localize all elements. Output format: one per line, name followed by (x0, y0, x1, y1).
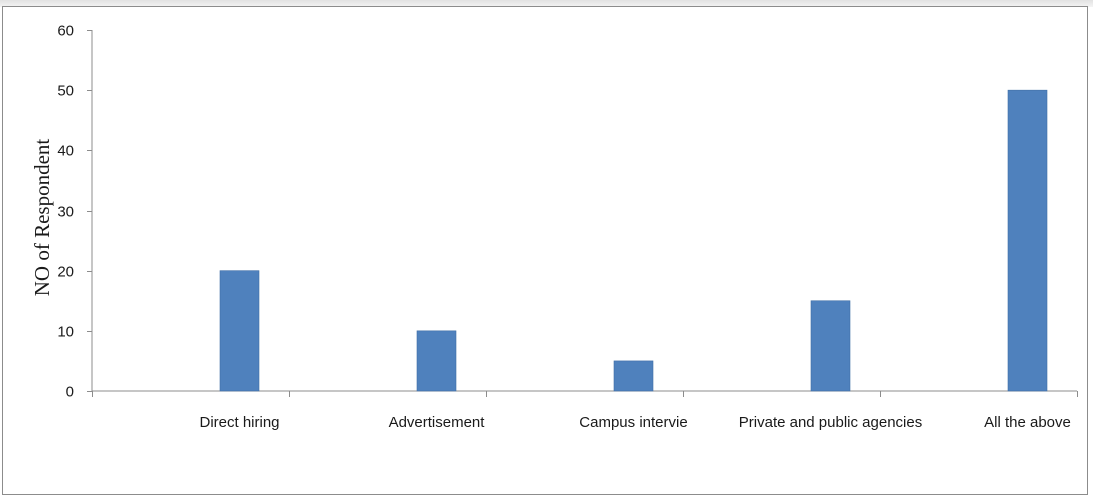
x-tick-label: All the above (984, 414, 1071, 431)
bar-campus-interview (613, 360, 654, 392)
bar-private-and-public-agencies (810, 300, 851, 392)
y-tick-label: 40 (57, 143, 74, 160)
y-tick-label: 10 (57, 324, 74, 341)
bar-advertisement (416, 330, 457, 392)
x-tick-label: Direct hiring (199, 414, 279, 431)
y-tick-label: 20 (57, 264, 74, 281)
bars (219, 89, 1048, 392)
y-tick-label: 0 (66, 384, 74, 401)
x-axis-labels: Direct hiring Advertisement Campus intervi… (199, 414, 1070, 431)
x-tick-label: Advertisement (389, 414, 486, 431)
y-tick-label: 60 (57, 23, 74, 40)
bar-all-the-above (1007, 89, 1048, 392)
y-axis-title: NO of Respondent (30, 139, 54, 297)
y-tick-label: 30 (57, 204, 74, 221)
x-tick-label: Campus intervie (579, 414, 687, 431)
y-axis-ticks: 0 10 20 30 40 50 60 (57, 23, 1078, 401)
chart-frame (2, 6, 1088, 495)
y-tick-label: 50 (57, 83, 74, 100)
x-tick-label: Private and public agencies (739, 414, 922, 431)
bar-direct-hiring (219, 270, 260, 392)
page-scan-strip (0, 0, 1093, 7)
